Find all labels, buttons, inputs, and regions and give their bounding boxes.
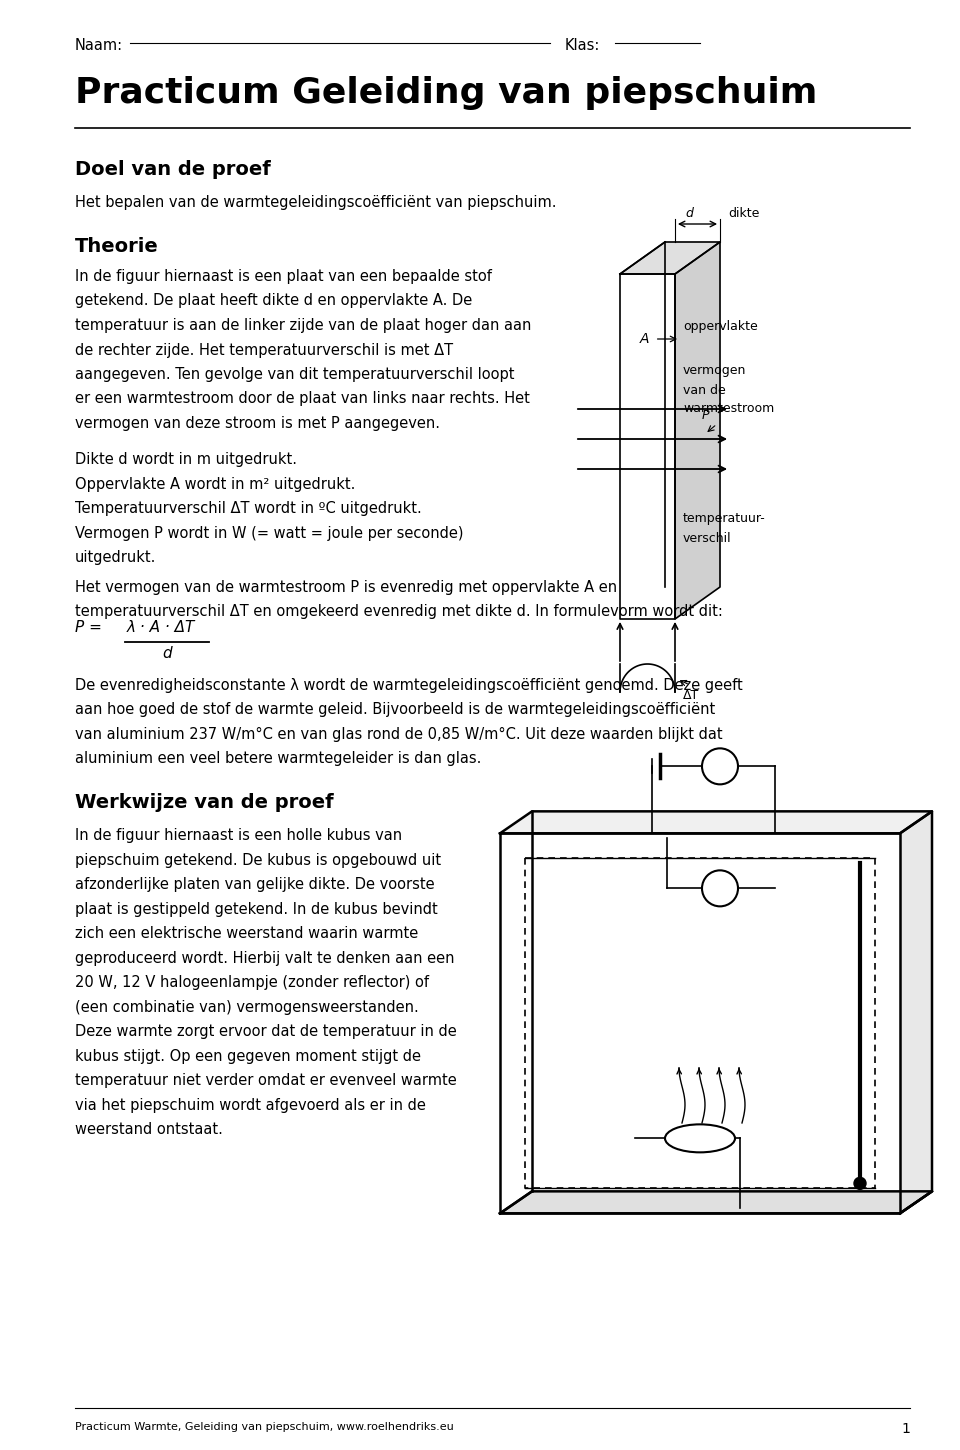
Text: aan hoe goed de stof de warmte geleid. Bijvoorbeeld is de warmtegeleidingscoëffi: aan hoe goed de stof de warmte geleid. B…: [75, 702, 715, 718]
Polygon shape: [500, 812, 932, 834]
Text: d: d: [162, 645, 172, 661]
Text: V: V: [715, 882, 725, 895]
Text: warmtestroom: warmtestroom: [683, 402, 775, 415]
Text: aluminium een veel betere warmtegeleider is dan glas.: aluminium een veel betere warmtegeleider…: [75, 751, 481, 767]
Circle shape: [702, 748, 738, 784]
Text: ΔT: ΔT: [683, 689, 699, 702]
Text: Oppervlakte A wordt in m² uitgedrukt.: Oppervlakte A wordt in m² uitgedrukt.: [75, 477, 355, 492]
Text: piepschuim getekend. De kubus is opgebouwd uit: piepschuim getekend. De kubus is opgebou…: [75, 853, 442, 869]
Text: Het vermogen van de warmtestroom P is evenredig met oppervlakte A en: Het vermogen van de warmtestroom P is ev…: [75, 580, 617, 594]
Text: P =: P =: [75, 619, 102, 635]
Text: Theorie: Theorie: [75, 236, 158, 257]
Text: d: d: [685, 207, 693, 220]
Text: oppervlakte: oppervlakte: [683, 320, 757, 334]
Text: In de figuur hiernaast is een holle kubus van: In de figuur hiernaast is een holle kubu…: [75, 828, 402, 844]
Text: Doel van de proef: Doel van de proef: [75, 160, 271, 178]
Text: Dikte d wordt in m uitgedrukt.: Dikte d wordt in m uitgedrukt.: [75, 452, 297, 467]
Polygon shape: [500, 1192, 932, 1214]
Text: afzonderlijke platen van gelijke dikte. De voorste: afzonderlijke platen van gelijke dikte. …: [75, 877, 435, 892]
Text: Practicum Geleiding van piepschuim: Practicum Geleiding van piepschuim: [75, 75, 817, 110]
Text: A: A: [715, 760, 725, 773]
Text: temperatuur is aan de linker zijde van de plaat hoger dan aan: temperatuur is aan de linker zijde van d…: [75, 318, 532, 334]
Text: temperatuur-: temperatuur-: [683, 512, 766, 525]
Ellipse shape: [665, 1124, 735, 1153]
Text: aangegeven. Ten gevolge van dit temperatuurverschil loopt: aangegeven. Ten gevolge van dit temperat…: [75, 367, 515, 381]
Text: via het piepschuim wordt afgevoerd als er in de: via het piepschuim wordt afgevoerd als e…: [75, 1098, 426, 1112]
Text: verschil: verschil: [683, 532, 732, 545]
Text: weerstand ontstaat.: weerstand ontstaat.: [75, 1122, 223, 1137]
Text: (een combinatie van) vermogensweerstanden.: (een combinatie van) vermogensweerstande…: [75, 1000, 419, 1015]
Text: van aluminium 237 W/m°C en van glas rond de 0,85 W/m°C. Uit deze waarden blijkt : van aluminium 237 W/m°C en van glas rond…: [75, 726, 723, 742]
Text: λ · A · ΔT: λ · A · ΔT: [127, 619, 196, 635]
Text: P: P: [701, 409, 708, 422]
Text: 20 W, 12 V halogeenlampje (zonder reflector) of: 20 W, 12 V halogeenlampje (zonder reflec…: [75, 976, 429, 990]
Text: Deze warmte zorgt ervoor dat de temperatuur in de: Deze warmte zorgt ervoor dat de temperat…: [75, 1024, 457, 1040]
Text: 1: 1: [901, 1422, 910, 1436]
Text: geproduceerd wordt. Hierbij valt te denken aan een: geproduceerd wordt. Hierbij valt te denk…: [75, 951, 454, 966]
Text: er een warmtestroom door de plaat van links naar rechts. Het: er een warmtestroom door de plaat van li…: [75, 392, 530, 406]
Polygon shape: [620, 274, 675, 619]
Text: Practicum Warmte, Geleiding van piepschuim, www.roelhendriks.eu: Practicum Warmte, Geleiding van piepschu…: [75, 1422, 454, 1433]
Text: temperatuurverschil ΔT en omgekeerd evenredig met dikte d. In formulevorm wordt : temperatuurverschil ΔT en omgekeerd even…: [75, 605, 723, 619]
Text: De evenredigheidsconstante λ wordt de warmtegeleidingscoëfficiënt genoemd. Deze : De evenredigheidsconstante λ wordt de wa…: [75, 677, 743, 693]
Polygon shape: [620, 242, 720, 274]
Text: uitgedrukt.: uitgedrukt.: [75, 551, 156, 566]
Text: plaat is gestippeld getekend. In de kubus bevindt: plaat is gestippeld getekend. In de kubu…: [75, 902, 438, 916]
Circle shape: [702, 870, 738, 906]
Text: dikte: dikte: [728, 207, 759, 220]
Text: de rechter zijde. Het temperatuurverschil is met ΔT: de rechter zijde. Het temperatuurverschi…: [75, 342, 453, 358]
Polygon shape: [900, 812, 932, 1214]
Text: vermogen van deze stroom is met P aangegeven.: vermogen van deze stroom is met P aangeg…: [75, 416, 440, 431]
Circle shape: [854, 1177, 866, 1189]
Text: getekend. De plaat heeft dikte d en oppervlakte A. De: getekend. De plaat heeft dikte d en oppe…: [75, 293, 472, 309]
Text: Temperatuurverschil ΔT wordt in ºC uitgedrukt.: Temperatuurverschil ΔT wordt in ºC uitge…: [75, 502, 421, 516]
Text: zich een elektrische weerstand waarin warmte: zich een elektrische weerstand waarin wa…: [75, 927, 419, 941]
Text: In de figuur hiernaast is een plaat van een bepaalde stof: In de figuur hiernaast is een plaat van …: [75, 270, 492, 284]
Text: Werkwijze van de proef: Werkwijze van de proef: [75, 793, 334, 812]
Text: kubus stijgt. Op een gegeven moment stijgt de: kubus stijgt. Op een gegeven moment stij…: [75, 1048, 421, 1064]
Text: A: A: [640, 332, 650, 347]
Text: vermogen: vermogen: [683, 364, 746, 377]
Polygon shape: [675, 242, 720, 619]
Text: Naam:: Naam:: [75, 38, 123, 54]
Text: Klas:: Klas:: [565, 38, 600, 54]
Text: Het bepalen van de warmtegeleidingscoëfficiënt van piepschuim.: Het bepalen van de warmtegeleidingscoëff…: [75, 194, 557, 210]
Text: van de: van de: [683, 384, 726, 397]
Text: temperatuur niet verder omdat er evenveel warmte: temperatuur niet verder omdat er evenvee…: [75, 1073, 457, 1089]
Text: Vermogen P wordt in W (= watt = joule per seconde): Vermogen P wordt in W (= watt = joule pe…: [75, 526, 464, 541]
